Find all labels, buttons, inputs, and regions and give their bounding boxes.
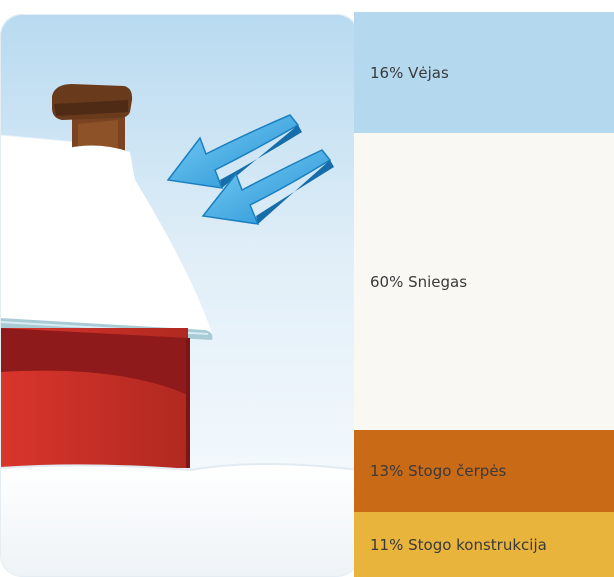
band-label-wind: 16% Vėjas — [370, 63, 449, 82]
house-wall — [0, 328, 190, 468]
snow-ground — [0, 464, 359, 577]
chimney-icon — [52, 84, 133, 162]
band-label-snow: 60% Sniegas — [370, 272, 468, 291]
band-roof-structure: 11% Stogo konstrukcija — [354, 512, 614, 577]
snow-roof — [0, 135, 212, 333]
band-snow: 60% Sniegas — [354, 133, 614, 430]
band-label-roof-structure: 11% Stogo konstrukcija — [370, 535, 547, 554]
wind-arrow-icon — [166, 114, 302, 189]
band-wind: 16% Vėjas — [354, 12, 614, 133]
wind-arrow-icon — [201, 149, 334, 225]
band-roof-tiles: 13% Stogo čerpės — [354, 430, 614, 512]
band-label-roof-tiles: 13% Stogo čerpės — [370, 462, 507, 480]
